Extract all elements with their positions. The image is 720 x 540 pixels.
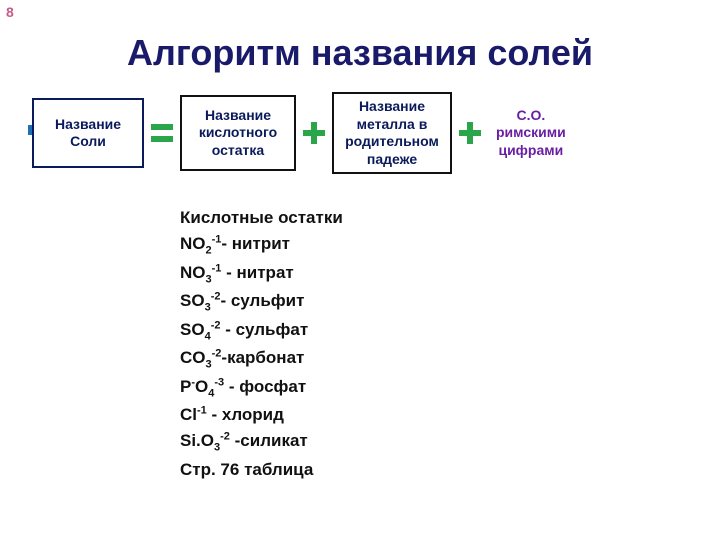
plus1 bbox=[303, 122, 325, 144]
page-number: 8 bbox=[6, 4, 14, 20]
plus-operator bbox=[454, 98, 486, 168]
box-metal-genitive: Названиеметалла вродительномпадеже bbox=[332, 92, 452, 174]
box-acid-residue: Названиекислотногоостатка bbox=[180, 95, 296, 171]
acid-residues-list: Кислотные остатки NO2-1- нитритNO3-1 - н… bbox=[180, 205, 343, 483]
equals-operator bbox=[146, 98, 178, 168]
list-item: Cl-1 - хлорид bbox=[180, 402, 343, 428]
box-oxidation-state: С.О.римскимицифрами bbox=[496, 107, 566, 160]
page-title: Алгоритм названия солей bbox=[0, 32, 720, 74]
box-label: Названиеметалла вродительномпадеже bbox=[345, 98, 439, 168]
list-item: Si.O3-2 -силикат bbox=[180, 428, 343, 456]
list-item: SO4-2 - сульфат bbox=[180, 317, 343, 345]
list-item: NO2-1- нитрит bbox=[180, 231, 343, 259]
list-item: SO3-2- сульфит bbox=[180, 288, 343, 316]
eq-bar bbox=[151, 124, 173, 130]
list-item: CO3-2-карбонат bbox=[180, 345, 343, 373]
box-label: Названиекислотногоостатка bbox=[199, 107, 277, 160]
box-label: НазваниеСоли bbox=[55, 116, 121, 151]
plus2 bbox=[459, 122, 481, 144]
flow-row: НазваниеСоли Названиекислотногоостатка Н… bbox=[32, 92, 566, 174]
box-label: С.О.римскимицифрами bbox=[496, 107, 566, 160]
eq-bar bbox=[151, 136, 173, 142]
plus-operator bbox=[298, 98, 330, 168]
list-item: NO3-1 - нитрат bbox=[180, 260, 343, 288]
box-salt-name: НазваниеСоли bbox=[32, 98, 144, 168]
list-item: P-O4-3 - фосфат bbox=[180, 374, 343, 402]
list-header: Кислотные остатки bbox=[180, 205, 343, 231]
list-footer: Стр. 76 таблица bbox=[180, 457, 343, 483]
